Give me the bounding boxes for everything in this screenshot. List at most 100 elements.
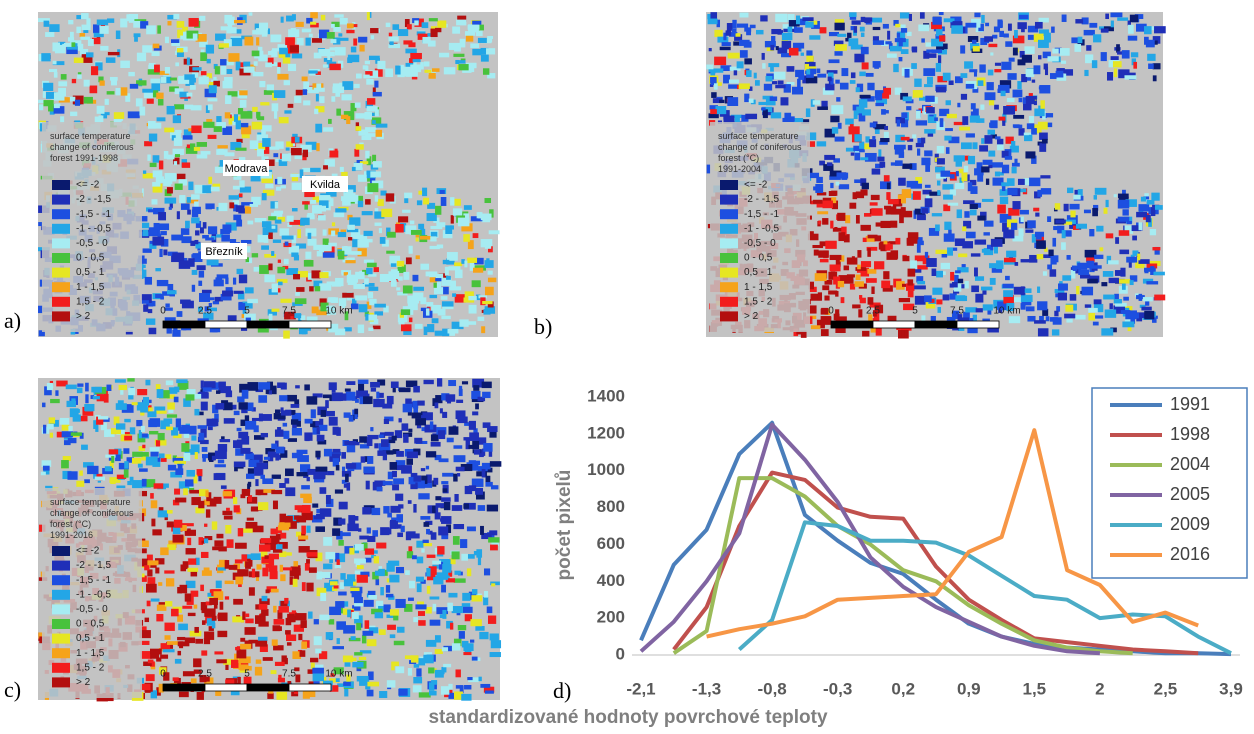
map-cell: [995, 172, 1000, 177]
map-cell: [218, 460, 224, 464]
map-cell: [179, 195, 185, 203]
map-cell: [350, 588, 359, 592]
map-legend-title-line: forest 1991-1998: [50, 153, 118, 163]
map-cell: [949, 80, 954, 85]
map-cell: [1144, 26, 1152, 34]
map-cell: [252, 107, 257, 112]
map-cell: [1029, 255, 1037, 263]
map-cell: [992, 162, 1003, 167]
map-cell: [1088, 313, 1095, 321]
map-cell: [161, 77, 167, 83]
map-cell: [52, 42, 60, 51]
map-cell: [1054, 311, 1058, 317]
map-cell: [195, 639, 203, 644]
map-cell: [1086, 45, 1091, 51]
map-cell: [440, 614, 445, 618]
map-cell: [875, 103, 884, 106]
map-cell: [259, 544, 270, 551]
map-cell: [1037, 301, 1047, 310]
map-cell: [899, 38, 903, 46]
legend-swatch: [720, 268, 738, 278]
map-cell: [180, 585, 188, 593]
map-cell: [459, 416, 465, 420]
map-cell: [1126, 257, 1137, 263]
map-cell: [123, 448, 129, 454]
map-cell: [148, 303, 153, 307]
x-tick-label: -0,3: [823, 679, 852, 698]
map-cell: [309, 567, 317, 572]
map-cell: [335, 208, 346, 212]
map-cell: [473, 385, 479, 391]
map-cell: [249, 12, 253, 15]
map-cell: [985, 92, 996, 100]
map-cell: [442, 564, 451, 573]
map-cell: [983, 232, 989, 235]
map-cell: [227, 69, 233, 74]
map-cell: [316, 94, 319, 102]
map-cell: [265, 62, 272, 67]
map-cell: [1105, 14, 1109, 19]
map-cell: [330, 581, 338, 585]
map-cell: [276, 187, 281, 191]
map-cell: [988, 70, 994, 76]
map-cell: [412, 275, 418, 281]
map-cell: [216, 534, 223, 539]
map-cell: [776, 46, 779, 50]
map-cell: [416, 238, 419, 242]
map-cell: [217, 631, 227, 637]
map-cell: [194, 662, 201, 667]
map-cell: [158, 510, 168, 517]
map-cell: [868, 297, 874, 304]
map-cell: [1139, 294, 1143, 301]
map-cell: [1067, 188, 1073, 193]
map-cell: [862, 62, 869, 69]
map-cell: [369, 287, 379, 291]
map-cell: [480, 684, 490, 688]
map-cell: [1003, 284, 1014, 288]
legend-swatch: [52, 634, 70, 644]
map-cell: [286, 552, 291, 555]
map-cell: [961, 94, 967, 100]
map-cell: [167, 521, 174, 527]
map-cell: [814, 250, 819, 256]
legend-label: 1991: [1170, 394, 1210, 414]
map-cell: [237, 569, 248, 576]
map-cell: [999, 31, 1004, 37]
map-cell: [222, 291, 233, 297]
map-cell: [348, 237, 352, 240]
series-line: [739, 522, 1231, 653]
map-cell: [296, 472, 308, 476]
map-cell: [332, 449, 340, 453]
map-cell: [888, 244, 892, 250]
panel-label: c): [4, 677, 21, 702]
legend-label: -1,5 - -1: [76, 209, 111, 220]
map-cell: [236, 220, 242, 227]
map-cell: [355, 399, 359, 403]
map-cell: [149, 229, 158, 235]
map-cell: [379, 435, 384, 438]
map-cell: [286, 148, 290, 151]
legend-label: 1 - 1,5: [76, 648, 105, 659]
map-cell: [387, 396, 394, 404]
map-cell: [708, 19, 718, 25]
map-cell: [1106, 200, 1109, 207]
legend-label: > 2: [76, 311, 91, 322]
map-cell: [1034, 108, 1044, 116]
map-cell: [706, 65, 713, 70]
map-cell: [365, 61, 370, 65]
map-cell: [329, 619, 334, 624]
map-cell: [840, 83, 849, 90]
map-cell: [988, 130, 996, 135]
map-cell: [435, 496, 441, 500]
map-cell: [1155, 205, 1163, 210]
map-cell: [392, 436, 397, 441]
map-cell: [430, 620, 441, 626]
map-cell: [258, 382, 270, 389]
map-cell: [854, 54, 864, 63]
map-cell: [983, 304, 993, 310]
map-cell: [1056, 71, 1064, 78]
map-cell: [137, 53, 146, 62]
map-cell: [775, 85, 785, 88]
map-cell: [480, 526, 484, 535]
map-cell: [321, 410, 326, 417]
